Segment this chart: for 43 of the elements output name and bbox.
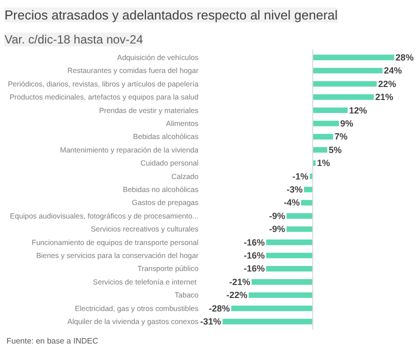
data-label: -28% <box>208 303 230 314</box>
data-label: 21% <box>375 92 394 102</box>
data-label: -1% <box>292 171 308 182</box>
data-label: -4% <box>284 198 300 208</box>
data-label: -16% <box>244 250 265 261</box>
data-label: -9% <box>269 210 286 221</box>
text: Var. c/dic-18 hasta nov-24 <box>4 32 144 46</box>
bar <box>312 120 339 126</box>
bar <box>286 213 313 219</box>
bar <box>286 226 313 232</box>
data-label: 12% <box>349 105 368 116</box>
data-label: -16% <box>244 237 265 248</box>
bar <box>312 147 328 153</box>
data-label: -22% <box>226 290 248 300</box>
bar <box>312 107 348 114</box>
bar <box>266 240 313 246</box>
bar <box>312 81 377 87</box>
bar <box>312 134 334 140</box>
bar <box>301 200 313 206</box>
data-label: 9% <box>340 118 354 128</box>
data-label: -16% <box>244 264 265 274</box>
chart-title: Precios atrasados y adelantados respecto al nivel general <box>4 8 338 22</box>
bar <box>266 252 313 258</box>
source-note: Fuente: en base a INDEC <box>6 336 98 346</box>
data-label: 5% <box>328 144 342 155</box>
bar <box>304 186 313 192</box>
bar <box>266 266 313 272</box>
bar <box>312 54 394 60</box>
data-label: -21% <box>229 276 250 287</box>
data-label: 28% <box>396 52 414 62</box>
data-label: -31% <box>200 316 222 327</box>
data-label: -3% <box>286 184 303 194</box>
data-label: 22% <box>378 78 396 89</box>
bar <box>312 94 374 100</box>
data-label: 1% <box>316 158 330 168</box>
bar <box>248 292 313 298</box>
bar <box>222 318 313 324</box>
data-label: 24% <box>384 66 402 76</box>
bar <box>231 306 313 312</box>
data-label: -9% <box>269 224 286 234</box>
data-label: 7% <box>334 132 348 142</box>
bar <box>312 68 383 74</box>
bar <box>252 279 313 285</box>
